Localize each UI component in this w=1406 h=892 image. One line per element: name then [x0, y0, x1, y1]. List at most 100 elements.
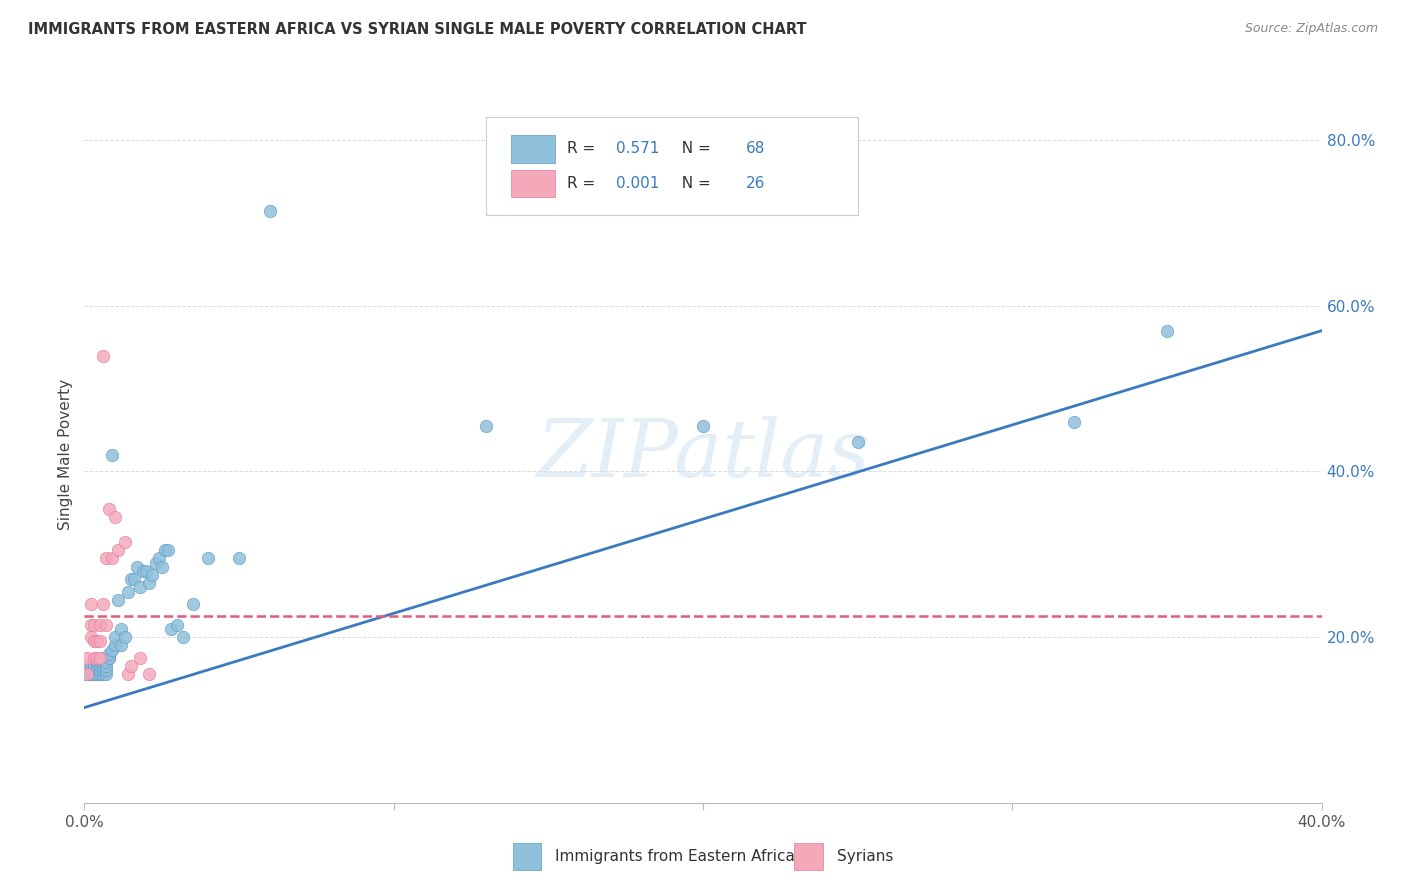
Point — [83, 651, 105, 665]
Point — [89, 655, 111, 669]
Text: 0.001: 0.001 — [616, 176, 659, 191]
Point — [79, 667, 101, 681]
Y-axis label: Single Male Poverty: Single Male Poverty — [58, 379, 73, 531]
Point — [79, 667, 101, 681]
Point — [114, 535, 136, 549]
FancyBboxPatch shape — [512, 135, 554, 162]
Point — [79, 597, 101, 611]
Text: 26: 26 — [747, 176, 766, 191]
Point — [166, 617, 188, 632]
Point — [89, 667, 111, 681]
Point — [120, 572, 142, 586]
Point — [76, 651, 98, 665]
Point — [1156, 324, 1178, 338]
Point — [91, 659, 114, 673]
Point — [150, 559, 173, 574]
Point — [141, 568, 163, 582]
Point — [129, 581, 152, 595]
Text: ZIPatlas: ZIPatlas — [536, 417, 870, 493]
Point — [76, 667, 98, 681]
Point — [83, 659, 105, 673]
Point — [86, 663, 108, 677]
Point — [110, 622, 132, 636]
Text: Syrians: Syrians — [837, 849, 893, 863]
Point — [83, 634, 105, 648]
Point — [197, 551, 219, 566]
Point — [89, 663, 111, 677]
Point — [91, 663, 114, 677]
FancyBboxPatch shape — [486, 118, 858, 215]
Point — [101, 551, 124, 566]
Point — [104, 639, 127, 653]
Point — [129, 651, 152, 665]
Point — [94, 663, 117, 677]
Point — [98, 651, 121, 665]
Point — [94, 617, 117, 632]
Point — [94, 655, 117, 669]
Point — [117, 667, 139, 681]
Point — [83, 667, 105, 681]
Point — [91, 655, 114, 669]
Point — [160, 622, 183, 636]
Point — [125, 559, 148, 574]
Text: R =: R = — [567, 141, 600, 156]
Point — [98, 647, 121, 661]
Point — [135, 564, 157, 578]
Point — [76, 667, 98, 681]
Point — [132, 564, 155, 578]
Point — [98, 651, 121, 665]
Point — [692, 419, 714, 434]
Point — [846, 435, 869, 450]
Point — [89, 667, 111, 681]
Point — [89, 617, 111, 632]
Text: N =: N = — [672, 141, 716, 156]
Point — [101, 448, 124, 462]
Text: Immigrants from Eastern Africa: Immigrants from Eastern Africa — [555, 849, 796, 863]
Point — [79, 630, 101, 644]
Point — [83, 667, 105, 681]
Point — [104, 510, 127, 524]
Point — [172, 630, 194, 644]
Point — [91, 597, 114, 611]
Point — [94, 659, 117, 673]
Point — [107, 543, 129, 558]
Point — [79, 663, 101, 677]
Point — [89, 663, 111, 677]
Point — [259, 203, 281, 218]
Point — [104, 630, 127, 644]
Point — [89, 651, 111, 665]
Point — [122, 572, 145, 586]
Point — [228, 551, 250, 566]
Point — [98, 501, 121, 516]
Point — [114, 630, 136, 644]
Text: IMMIGRANTS FROM EASTERN AFRICA VS SYRIAN SINGLE MALE POVERTY CORRELATION CHART: IMMIGRANTS FROM EASTERN AFRICA VS SYRIAN… — [28, 22, 807, 37]
Point — [94, 551, 117, 566]
Point — [83, 663, 105, 677]
Point — [79, 659, 101, 673]
Text: N =: N = — [672, 176, 716, 191]
Text: Source: ZipAtlas.com: Source: ZipAtlas.com — [1244, 22, 1378, 36]
Point — [1063, 415, 1085, 429]
Point — [110, 639, 132, 653]
Point — [76, 663, 98, 677]
Point — [86, 659, 108, 673]
Text: R =: R = — [567, 176, 600, 191]
Point — [153, 543, 176, 558]
Point — [101, 642, 124, 657]
Point — [91, 651, 114, 665]
Point — [145, 556, 167, 570]
Point — [138, 576, 160, 591]
Point — [83, 617, 105, 632]
Point — [83, 663, 105, 677]
Point — [86, 634, 108, 648]
Text: 0.571: 0.571 — [616, 141, 659, 156]
Point — [117, 584, 139, 599]
Point — [89, 634, 111, 648]
Point — [138, 667, 160, 681]
Point — [86, 667, 108, 681]
Point — [94, 667, 117, 681]
Point — [89, 659, 111, 673]
Point — [475, 419, 498, 434]
Point — [86, 651, 108, 665]
Point — [79, 617, 101, 632]
